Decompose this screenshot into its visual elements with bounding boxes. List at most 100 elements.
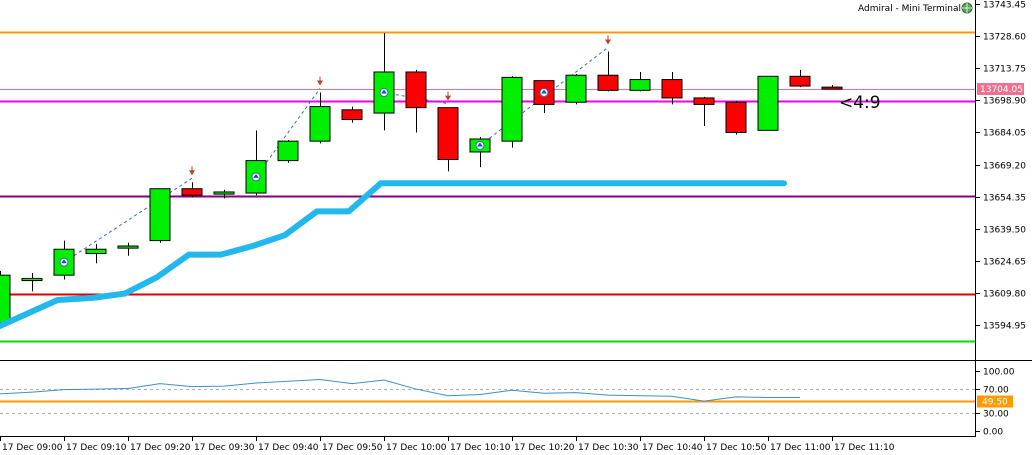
time-tick-label: 17 Dec 10:30 [578, 443, 639, 453]
indicator-line [0, 180, 787, 330]
price-tick-label: 13624.65 [983, 258, 1026, 268]
time-axis: 17 Dec 09:00 17 Dec 09:10 17 Dec 09:20 17 D… [0, 436, 895, 453]
candle-17 [501, 76, 523, 148]
time-tick-label: 17 Dec 10:10 [450, 443, 511, 453]
oscillator-tick-label: 0.00 [983, 428, 1003, 438]
candle-20 [597, 51, 619, 92]
price-tick-label: 13609.80 [983, 290, 1026, 300]
candle-19 [565, 74, 587, 105]
oscillator-tick-label: 70.00 [983, 386, 1009, 396]
candle-body [405, 71, 427, 109]
price-tick-label: 13669.20 [983, 162, 1026, 172]
candle-2 [21, 273, 43, 292]
oscillator-pane-background [0, 362, 975, 436]
terminal-globe-icon [961, 2, 973, 14]
price-tick-label: 13654.35 [983, 194, 1026, 204]
candle-body [757, 75, 779, 131]
sell-arrow-icon [605, 35, 611, 45]
price-tick-label: 13728.60 [983, 33, 1026, 43]
candle-10 [277, 140, 299, 163]
oscillator-tick-label: 30.00 [983, 410, 1009, 420]
candle-25 [757, 75, 779, 131]
oscillator-axis: 100.00 70.00 30.00 0.00 49.50 [975, 368, 1015, 438]
price-tick-label: 13698.90 [983, 97, 1026, 107]
price-tick-label: 13594.95 [983, 322, 1026, 332]
candle-26 [789, 69, 811, 88]
candle-4 [85, 243, 107, 264]
candle-6 [149, 188, 171, 243]
price-axis: 13743.45 13728.60 13713.75 13698.90 13684.05… [975, 1, 1026, 332]
candle-body [21, 277, 43, 282]
main-pane-background [0, 0, 975, 360]
oscillator-level-box [977, 395, 1013, 408]
time-tick-label: 17 Dec 10:40 [642, 443, 703, 453]
candle-body [149, 188, 171, 242]
candle-5 [117, 242, 139, 256]
buy-arrow-icon [251, 172, 261, 182]
candle-body [789, 75, 811, 87]
candle-body [501, 76, 523, 142]
candle-21 [629, 71, 651, 92]
time-tick-label: 17 Dec 10:00 [386, 443, 447, 453]
candle-14 [405, 69, 427, 133]
candle-12 [341, 106, 363, 123]
candle-15 [437, 107, 459, 172]
price-tick-label: 13713.75 [983, 65, 1026, 75]
price-tick-label: 13684.05 [983, 129, 1026, 139]
buy-arrow-icon [475, 140, 485, 150]
time-tick-label: 17 Dec 09:40 [258, 443, 319, 453]
candle-body [821, 86, 843, 90]
candle-body [629, 79, 651, 91]
candle-body [565, 74, 587, 103]
time-tick-label: 17 Dec 09:20 [130, 443, 191, 453]
time-tick-label: 17 Dec 11:10 [834, 443, 895, 453]
candle-body [693, 97, 715, 105]
sell-arrow-icon [317, 76, 323, 86]
candle-22 [661, 71, 683, 105]
sell-arrow-icon [445, 91, 451, 101]
time-tick-label: 17 Dec 11:00 [770, 443, 831, 453]
candle-body [213, 191, 235, 195]
candle-body [437, 107, 459, 161]
time-tick-label: 17 Dec 10:20 [514, 443, 575, 453]
terminal-header: Admiral - Mini Terminal [858, 2, 973, 14]
candle-body [309, 106, 331, 142]
oscillator-line [0, 378, 800, 402]
time-tick-label: 17 Dec 09:30 [194, 443, 255, 453]
candle-body [597, 74, 619, 91]
candle-body [181, 188, 203, 196]
time-tick-label: 17 Dec 09:00 [2, 443, 63, 453]
candle-body [277, 140, 299, 162]
candle-1 [0, 270, 11, 328]
price-tick-label: 13639.50 [983, 226, 1026, 236]
candle-7 [181, 182, 203, 198]
current-price-label: 13704.05 [980, 85, 1023, 95]
candle-body [341, 109, 363, 121]
candle-body [725, 101, 747, 134]
time-tick-label: 17 Dec 10:50 [706, 443, 767, 453]
terminal-label: Admiral - Mini Terminal [858, 4, 961, 14]
candle-body [0, 274, 11, 324]
countdown-timer: <4:9 [839, 93, 881, 113]
candle-23 [693, 96, 715, 127]
buy-arrow-icon [59, 257, 69, 267]
candle-27 [821, 84, 843, 90]
candle-8 [213, 189, 235, 199]
candle-body [661, 79, 683, 99]
candle-body [85, 248, 107, 255]
trade-link-2 [255, 88, 321, 178]
sell-arrow-icon [189, 166, 195, 176]
oscillator-level-label: 49.50 [982, 398, 1008, 408]
price-tick-label: 13743.45 [983, 1, 1026, 11]
current-price-box [977, 83, 1024, 95]
candle-24 [725, 101, 747, 135]
buy-arrow-icon [539, 88, 549, 98]
buy-arrow-icon [379, 88, 389, 98]
oscillator-levels [0, 389, 975, 414]
trade-markers [59, 35, 611, 267]
trade-link-1 [63, 177, 193, 263]
candle-body [117, 245, 139, 249]
candle-11 [309, 92, 331, 144]
oscillator-tick-label: 100.00 [983, 368, 1015, 378]
